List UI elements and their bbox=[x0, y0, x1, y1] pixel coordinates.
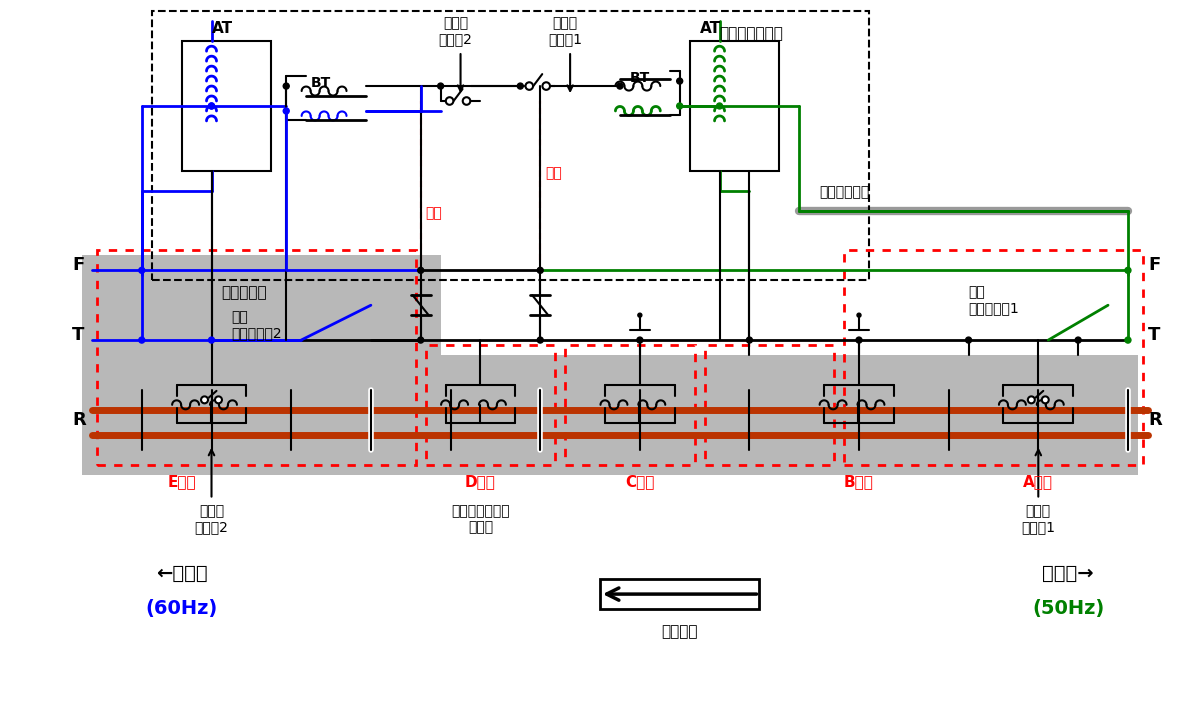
Bar bbox=[565, 345, 695, 464]
Circle shape bbox=[857, 313, 860, 318]
Text: トンネル内: トンネル内 bbox=[222, 285, 268, 300]
Circle shape bbox=[418, 337, 424, 343]
Bar bbox=[426, 345, 556, 464]
Text: エア
セクション1: エア セクション1 bbox=[968, 285, 1019, 315]
Circle shape bbox=[283, 108, 289, 114]
Text: 高崎方→: 高崎方→ bbox=[1043, 564, 1094, 583]
Circle shape bbox=[1028, 396, 1034, 403]
Text: AT: AT bbox=[700, 22, 721, 36]
Text: C地点: C地点 bbox=[625, 474, 654, 490]
Circle shape bbox=[463, 97, 470, 105]
Circle shape bbox=[517, 83, 523, 89]
Bar bbox=[82, 256, 440, 474]
Text: BT: BT bbox=[311, 76, 331, 90]
Text: 切替用
開閉器1: 切替用 開閉器1 bbox=[548, 17, 582, 47]
Bar bbox=[151, 12, 869, 280]
Circle shape bbox=[215, 396, 222, 403]
Circle shape bbox=[1042, 396, 1049, 403]
Text: A地点: A地点 bbox=[1024, 474, 1054, 490]
Text: レール
切替器1: レール 切替器1 bbox=[1021, 505, 1055, 535]
Circle shape bbox=[677, 103, 683, 109]
Text: T: T bbox=[1148, 326, 1160, 344]
Circle shape bbox=[677, 78, 683, 84]
Circle shape bbox=[966, 337, 972, 343]
Circle shape bbox=[1124, 337, 1130, 343]
Circle shape bbox=[542, 82, 550, 90]
Bar bbox=[600, 579, 760, 609]
Circle shape bbox=[617, 83, 623, 89]
Text: D地点: D地点 bbox=[466, 474, 496, 490]
Bar bbox=[181, 41, 271, 171]
Circle shape bbox=[139, 267, 145, 274]
Text: R: R bbox=[72, 411, 85, 429]
Text: 進行方向: 進行方向 bbox=[661, 624, 698, 639]
Circle shape bbox=[1075, 337, 1081, 343]
Circle shape bbox=[716, 103, 722, 109]
Circle shape bbox=[139, 337, 145, 343]
Text: 同軸ケーブル: 同軸ケーブル bbox=[820, 186, 870, 199]
Text: 連動: 連動 bbox=[426, 207, 443, 220]
Bar bbox=[690, 41, 779, 171]
Text: AT: AT bbox=[211, 22, 233, 36]
Circle shape bbox=[418, 267, 424, 274]
Bar bbox=[844, 251, 1142, 464]
Bar bbox=[97, 251, 415, 464]
Text: F: F bbox=[1148, 256, 1160, 274]
Text: レール
切替器2: レール 切替器2 bbox=[194, 505, 228, 535]
Text: E地点: E地点 bbox=[167, 474, 196, 490]
Circle shape bbox=[856, 337, 862, 343]
Circle shape bbox=[209, 103, 215, 109]
Circle shape bbox=[438, 83, 444, 89]
Text: BT: BT bbox=[630, 71, 650, 85]
Text: (60Hz): (60Hz) bbox=[145, 599, 217, 618]
Text: B地点: B地点 bbox=[844, 474, 874, 490]
Text: T: T bbox=[72, 326, 84, 344]
Text: ←敦賀方: ←敦賀方 bbox=[156, 564, 208, 583]
Circle shape bbox=[746, 337, 752, 343]
Text: (50Hz): (50Hz) bbox=[1032, 599, 1104, 618]
Circle shape bbox=[637, 337, 643, 343]
Circle shape bbox=[283, 83, 289, 89]
Text: き電区分所構内: き電区分所構内 bbox=[720, 27, 784, 41]
Text: エア
セクション2: エア セクション2 bbox=[232, 310, 282, 341]
Text: F: F bbox=[72, 256, 84, 274]
Circle shape bbox=[538, 267, 544, 274]
Circle shape bbox=[445, 97, 454, 105]
Text: 連動: 連動 bbox=[545, 167, 562, 181]
Circle shape bbox=[538, 337, 544, 343]
Circle shape bbox=[202, 396, 208, 403]
Circle shape bbox=[638, 313, 642, 318]
Text: 切替用
開閉器2: 切替用 開閉器2 bbox=[439, 17, 473, 47]
Bar bbox=[421, 355, 560, 474]
Circle shape bbox=[209, 337, 215, 343]
Circle shape bbox=[209, 103, 215, 109]
Text: インピーダンス
ボンド: インピーダンス ボンド bbox=[451, 505, 510, 535]
Text: R: R bbox=[1148, 411, 1162, 429]
Circle shape bbox=[526, 82, 533, 90]
Bar bbox=[560, 355, 1138, 474]
Circle shape bbox=[1124, 267, 1130, 274]
Bar bbox=[704, 345, 834, 464]
